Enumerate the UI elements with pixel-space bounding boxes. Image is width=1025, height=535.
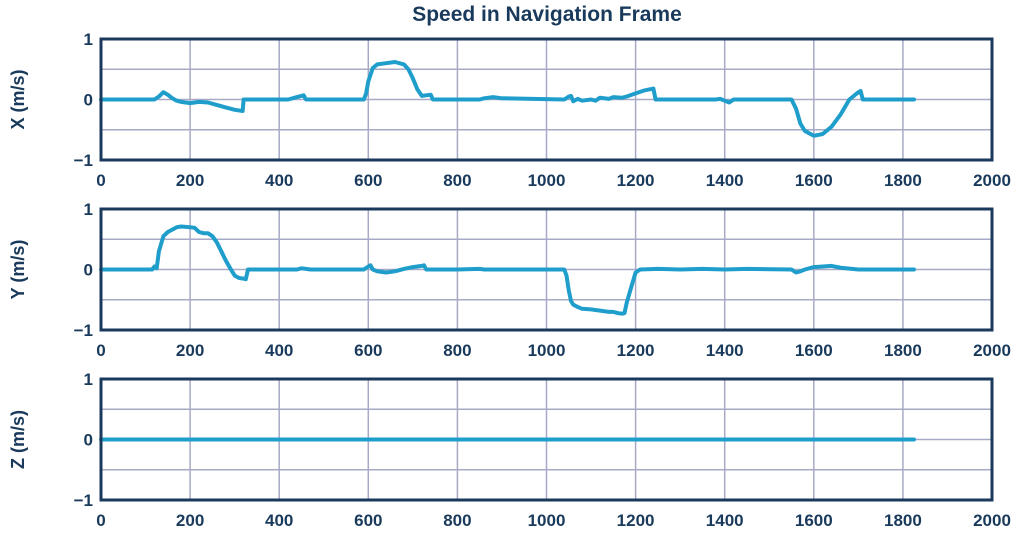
x-tick-label: 1600 [795,341,833,360]
x-tick-label: 600 [354,171,382,190]
x-tick-label: 1200 [617,511,655,530]
x-tick-label: 1200 [617,341,655,360]
x-tick-label: 1800 [884,511,922,530]
y-axis-label: Y (m/s) [8,240,28,300]
x-tick-label: 1600 [795,511,833,530]
x-tick-label: 200 [176,511,204,530]
plot-frame [99,37,994,162]
y-tick-label: 1 [84,370,93,389]
x-tick-label: 2000 [973,171,1011,190]
panel-3: 0 200 400 600 800 1000 1200 1400 1600 1800 2000−10… [8,370,1011,530]
series-line-y [99,224,916,316]
x-tick-label: 1400 [706,171,744,190]
x-tick-label: 200 [176,171,204,190]
panel-2: 0 200 400 600 800 1000 1200 1400 1600 1800 2000−10… [8,200,1011,360]
y-tick-label: 1 [84,200,93,219]
series-line-x [99,60,916,138]
y-tick-label: −1 [74,321,93,340]
x-tick-label: 600 [354,511,382,530]
y-tick-label: 0 [84,261,93,280]
chart-panels: 0 200 400 600 800 1000 1200 1400 1600 1800 2000−10… [8,30,1011,530]
y-tick-label: 1 [84,30,93,49]
x-tick-label: 2000 [973,511,1011,530]
y-axis-label: Z (m/s) [8,410,28,469]
x-tick-label: 1000 [528,511,566,530]
x-tick-label: 800 [443,171,471,190]
x-tick-label: 200 [176,341,204,360]
x-tick-label: 0 [96,341,105,360]
x-tick-label: 1200 [617,171,655,190]
chart-title: Speed in Navigation Frame [412,3,682,26]
x-tick-label: 0 [96,171,105,190]
y-tick-label: −1 [74,491,93,510]
y-axis-label: X (m/s) [8,69,28,129]
x-tick-label: 400 [265,511,293,530]
x-tick-label: 400 [265,171,293,190]
x-tick-label: 1400 [706,341,744,360]
y-tick-label: 0 [84,91,93,110]
x-tick-label: 1400 [706,511,744,530]
x-tick-label: 1000 [528,171,566,190]
x-tick-label: 800 [443,511,471,530]
x-tick-label: 600 [354,341,382,360]
x-tick-label: 1000 [528,341,566,360]
y-tick-label: 0 [84,431,93,450]
x-tick-label: 1600 [795,171,833,190]
x-tick-label: 1800 [884,171,922,190]
x-tick-label: 400 [265,341,293,360]
panel-1: 0 200 400 600 800 1000 1200 1400 1600 1800 2000−10… [8,30,1011,190]
plot-frame [99,207,994,332]
x-tick-label: 0 [96,511,105,530]
plot-frame [99,377,994,502]
x-tick-label: 1800 [884,341,922,360]
y-tick-label: −1 [74,151,93,170]
x-tick-label: 800 [443,341,471,360]
x-tick-label: 2000 [973,341,1011,360]
